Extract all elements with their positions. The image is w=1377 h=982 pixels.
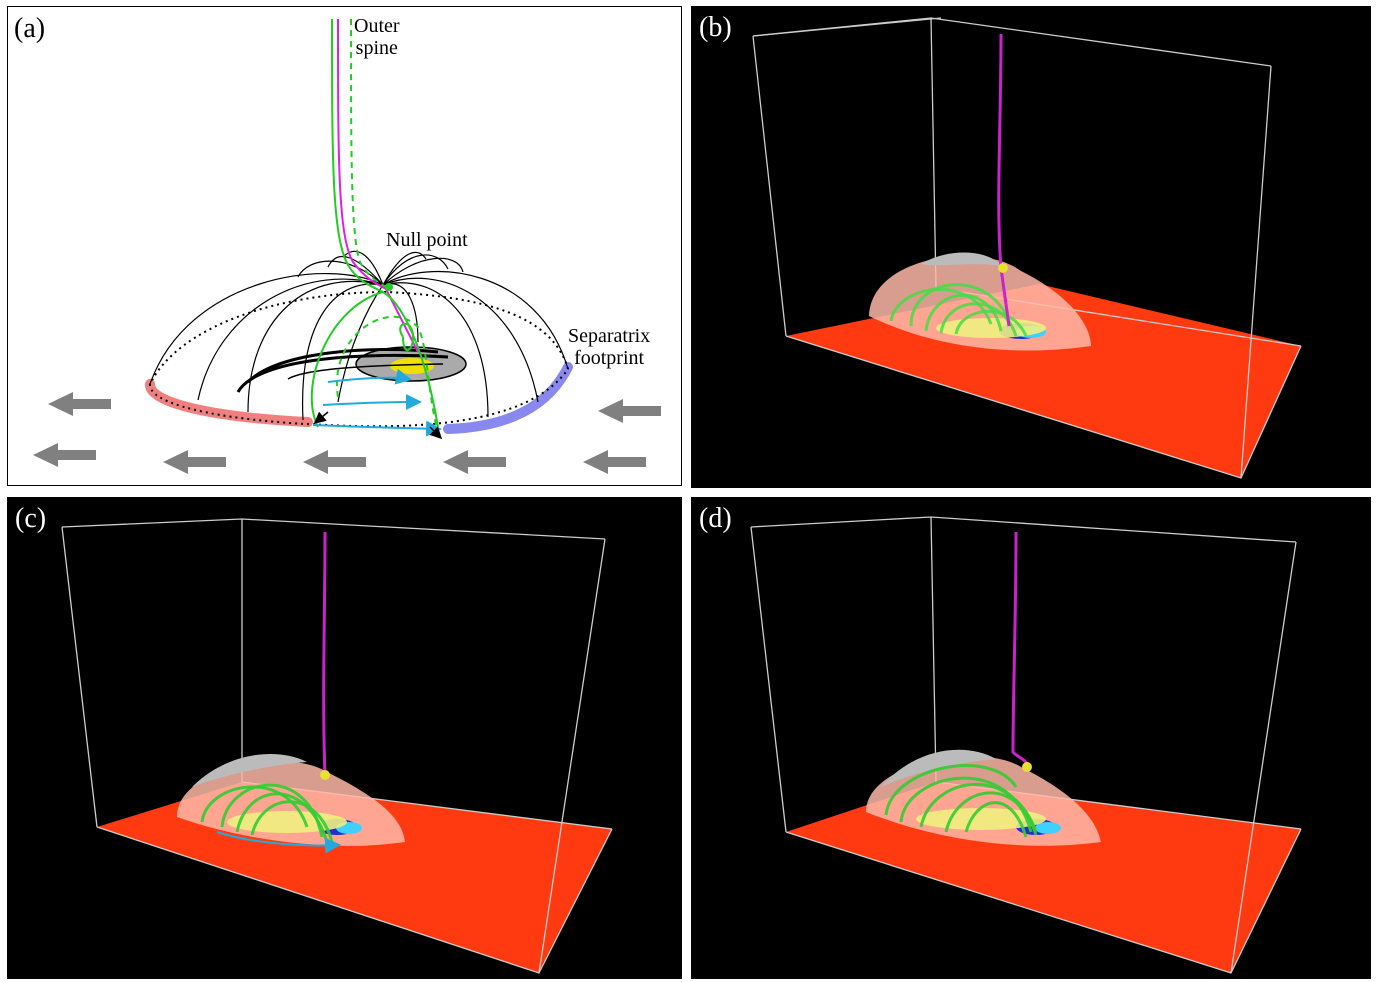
outer-spine-magenta (997, 33, 1011, 327)
panel-d-simulation: (d) (691, 497, 1371, 979)
flow-arrow (443, 450, 506, 474)
panel-label-c: (c) (15, 503, 47, 534)
panel-label-d: (d) (699, 503, 732, 534)
separatrix-dome-lines (149, 250, 569, 421)
null-point-marker (1022, 762, 1032, 772)
green-field-lines (200, 783, 334, 843)
flow-arrow (33, 443, 96, 467)
null-point-marker (385, 283, 393, 291)
null-point-marker (320, 770, 330, 780)
panel-label-a: (a) (14, 13, 46, 44)
bounding-box (752, 17, 1302, 479)
separatrix-label-line1: Separatrix (568, 325, 651, 347)
simulation-render-d (750, 516, 1302, 974)
panel-a-schematic: (a) Outer spine Null point Separatrix fo… (7, 6, 682, 486)
outer-spine-label-line1: Outer (354, 15, 400, 37)
outer-spine-magenta (322, 531, 327, 776)
background-flow-arrows (33, 392, 661, 474)
green-fieldline-dashed (335, 315, 439, 433)
panel-b-simulation: (b) (691, 6, 1371, 488)
dome-gray-cap (192, 754, 307, 787)
outer-spine-magenta (337, 18, 419, 353)
flow-arrow (583, 450, 646, 474)
flow-arrow (303, 450, 366, 474)
separatrix-footprint-blue (443, 362, 573, 434)
polarity-cyan (1035, 822, 1061, 834)
cyan-flow-arrows (312, 368, 442, 437)
cyan-flow-arrow (216, 831, 341, 854)
outer-spine-green (331, 18, 384, 293)
outer-spine-label-line2: spine (355, 37, 398, 59)
simulation-render-b (752, 17, 1302, 479)
footpoint-arrow-left (313, 411, 329, 424)
panel-c-simulation: (c) (7, 497, 682, 979)
separatrix-footprint-label: Separatrix footprint (568, 325, 650, 369)
green-fieldline-loop (399, 322, 415, 352)
outer-spine-green-dashed (350, 18, 387, 288)
simulation-render-c (61, 518, 613, 974)
panel-label-b: (b) (699, 12, 732, 43)
null-point-marker (998, 263, 1008, 273)
flow-arrow (48, 392, 111, 416)
outer-spine-magenta (1011, 531, 1031, 768)
flow-arrow (598, 399, 661, 423)
null-point-label: Null point (386, 229, 468, 251)
dome-gray-cap (881, 749, 996, 787)
footpoint-arrow-right (429, 426, 443, 440)
separatrix-label-line2: footprint (574, 347, 645, 369)
green-fieldline-solid (310, 291, 439, 428)
schematic-diagram (33, 18, 661, 474)
outer-spine-label: Outer spine (354, 15, 400, 59)
flow-arrow (163, 450, 226, 474)
photosphere-plane (786, 782, 1301, 973)
bounding-box (61, 518, 613, 974)
dome-gray-cap (921, 252, 1001, 266)
green-field-lines (884, 764, 1038, 838)
separatrix-footprint-red (145, 379, 313, 427)
